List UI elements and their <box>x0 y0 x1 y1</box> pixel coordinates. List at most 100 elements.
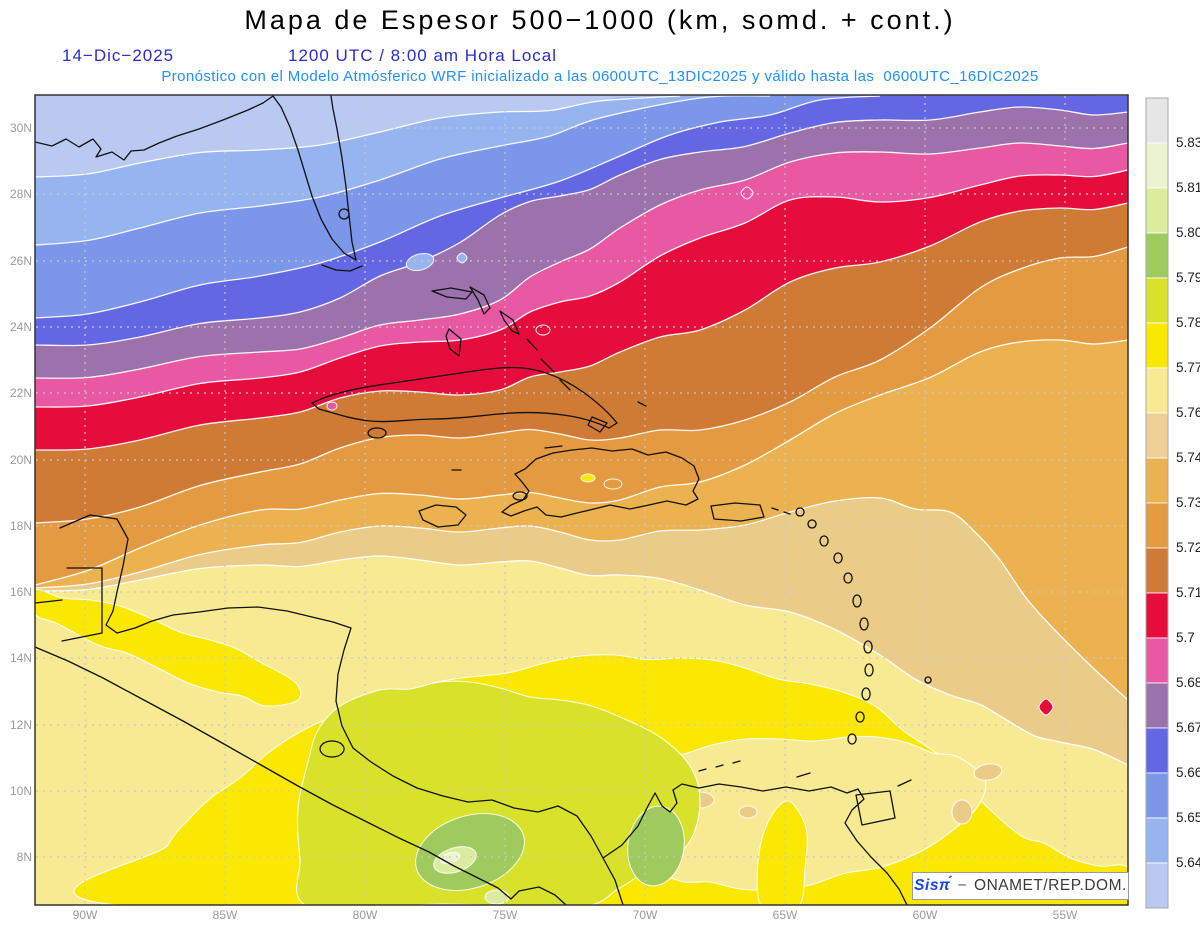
lon-label-75W: 75W <box>492 908 518 922</box>
subtitle-date: 14−Dic−2025 <box>62 46 175 65</box>
colorbar-segment-5 <box>1145 322 1169 369</box>
colorbar-segment-13 <box>1145 682 1169 729</box>
lat-label-20N: 20N <box>9 453 32 467</box>
red-pocket <box>535 324 551 336</box>
sand-pocket-4 <box>951 799 973 825</box>
chartreuse-centam <box>296 680 701 905</box>
colorbar-frame <box>1145 97 1169 909</box>
contour-line-5.736 <box>35 339 1128 586</box>
credit-organization: ONAMET/REP.DOM. <box>974 877 1127 894</box>
contour-line-5.7 <box>35 169 1128 408</box>
puertorico-coastline <box>710 502 791 522</box>
contour-line-5.712 <box>35 202 1128 451</box>
colorbar-segment-8 <box>1145 457 1169 504</box>
colorbar-segment-1 <box>1145 142 1169 189</box>
map-frame <box>34 94 1129 906</box>
lat-label-18N: 18N <box>9 519 32 533</box>
lon-label-70W: 70W <box>632 908 658 922</box>
colorbar-segment-15 <box>1145 772 1169 819</box>
contour-line-5.748 <box>35 496 1128 701</box>
lon-label-55W: 55W <box>1052 908 1078 922</box>
hispaniola-coastline <box>501 445 700 518</box>
forecast-description: Pronóstico con el Modelo Atmósferico WRF… <box>161 68 1039 85</box>
colorbar-label-5.783: 5.783 <box>1176 315 1200 330</box>
colorbar-segment-6 <box>1145 367 1169 414</box>
colorbar-label-5.748: 5.748 <box>1176 450 1200 465</box>
colorbar-label-5.652: 5.652 <box>1176 810 1200 825</box>
contour-line-5.676 <box>35 106 1128 347</box>
lat-label-8N: 8N <box>16 850 32 864</box>
colorbar-label-5.688: 5.688 <box>1176 675 1200 690</box>
lat-label-14N: 14N <box>9 651 32 665</box>
colorbar-label-5.7: 5.7 <box>1176 630 1195 645</box>
yellow-pocket-dr <box>580 473 596 483</box>
colorbar-label-5.76: 5.76 <box>1176 405 1200 420</box>
lon-label-65W: 65W <box>772 908 798 922</box>
contour-line-5.724 <box>35 246 1128 524</box>
colorbar-label-5.736: 5.736 <box>1176 495 1200 510</box>
colorbar-segment-12 <box>1145 637 1169 684</box>
colorbar-segment-11 <box>1145 592 1169 639</box>
colorbar-label-5.676: 5.676 <box>1176 720 1200 735</box>
contour-line-5.664 <box>35 95 881 319</box>
colorbar-segment-0 <box>1145 97 1169 144</box>
colorbar-label-5.724: 5.724 <box>1176 540 1200 555</box>
contour-band-layer <box>35 95 1128 905</box>
colorbar-label-5.807: 5.807 <box>1176 225 1200 240</box>
colorbar-segment-7 <box>1145 412 1169 459</box>
central-america-coastline <box>35 514 567 905</box>
cuba-coastline <box>311 366 618 439</box>
red-diamond-east <box>1038 698 1054 716</box>
page-title: Mapa de Espesor 500−1000 (km, somd. + co… <box>244 5 956 35</box>
colorbar-segment-16 <box>1145 817 1169 864</box>
blue-diamond <box>456 252 468 264</box>
south-america-coastline <box>557 760 908 905</box>
blue-pocket-bahamas <box>405 252 435 272</box>
subtitle-time: 1200 UTC / 8:00 am Hora Local <box>288 46 558 65</box>
gulf-coastline <box>35 95 274 161</box>
credit-separator: − <box>957 877 968 894</box>
lon-label-85W: 85W <box>212 908 238 922</box>
contour-line-5.688 <box>35 142 1128 379</box>
colorbar-label-5.712: 5.712 <box>1176 585 1200 600</box>
lat-label-22N: 22N <box>9 386 32 400</box>
colorbar-segment-10 <box>1145 547 1169 594</box>
jamaica-coastline <box>418 504 467 528</box>
colorbar-label-5.664: 5.664 <box>1176 765 1200 780</box>
coastline-layer <box>35 95 932 905</box>
latlon-grid <box>36 96 1127 904</box>
contour-line-5.652 <box>35 95 771 246</box>
lat-label-24N: 24N <box>9 320 32 334</box>
colorbar-segment-4 <box>1145 277 1169 324</box>
colorbar-label-5.831: 5.831 <box>1176 135 1200 150</box>
colorbar-segment-9 <box>1145 502 1169 549</box>
sand-pocket-2 <box>738 805 758 819</box>
colorbar-label-5.772: 5.772 <box>1176 360 1200 375</box>
credit-box: Sisπ́ − ONAMET/REP.DOM. <box>912 872 1129 900</box>
pink-diamond <box>740 186 754 200</box>
lon-label-80W: 80W <box>352 908 378 922</box>
florida-coastline <box>272 95 363 272</box>
lat-label-28N: 28N <box>9 187 32 201</box>
lat-label-30N: 30N <box>9 121 32 135</box>
colorbar-segment-14 <box>1145 727 1169 774</box>
contour-line-5.76 <box>35 555 1128 766</box>
lon-label-90W: 90W <box>72 908 98 922</box>
colorbar-label-5.819: 5.819 <box>1176 180 1200 195</box>
bahamas-islands <box>431 286 647 471</box>
colorbar-label-5.795: 5.795 <box>1176 270 1200 285</box>
pink-spot-cuba <box>326 401 338 411</box>
colorbar-segment-3 <box>1145 232 1169 279</box>
lat-label-12N: 12N <box>9 718 32 732</box>
orange-pocket-dr <box>603 478 623 490</box>
colorbar-segment-2 <box>1145 187 1169 234</box>
lesser-antilles-islands <box>795 507 932 826</box>
lat-label-26N: 26N <box>9 254 32 268</box>
colorbar-label-5.64: 5.64 <box>1176 855 1200 870</box>
lat-label-10N: 10N <box>9 784 32 798</box>
sand-pocket-3 <box>973 763 1003 781</box>
colorbar-segment-17 <box>1145 862 1169 909</box>
lat-label-16N: 16N <box>9 585 32 599</box>
